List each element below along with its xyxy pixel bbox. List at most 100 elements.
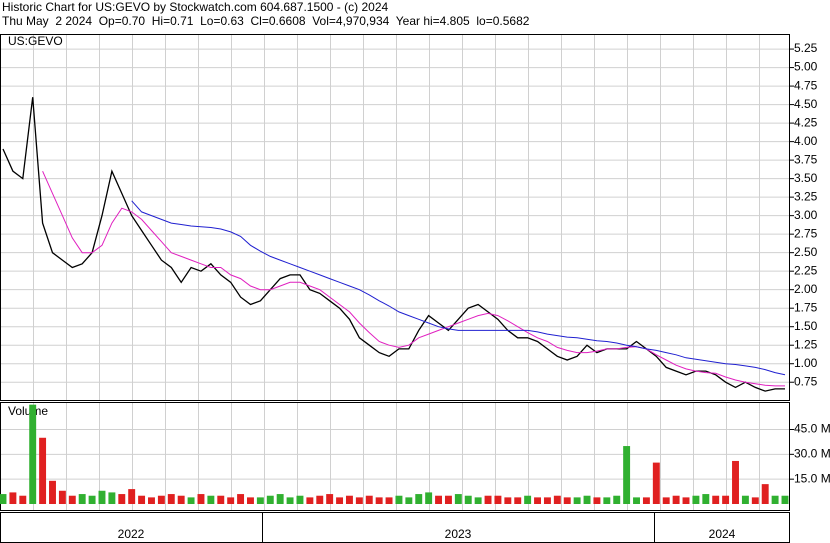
volume-bar [444, 495, 452, 504]
volume-bar [336, 497, 344, 504]
y-tick-label: 2.75 [794, 226, 818, 240]
volume-bar [494, 495, 502, 504]
volume-bar [712, 495, 720, 504]
volume-bar [534, 497, 541, 504]
volume-bar [197, 494, 205, 504]
volume-bar [524, 495, 532, 504]
volume-bar [306, 497, 314, 504]
volume-bar [39, 437, 47, 504]
volume-bar [415, 494, 423, 504]
y-tick-label: 2.00 [794, 282, 818, 296]
volume-bar [19, 495, 27, 504]
volume-bar [563, 497, 571, 504]
volume-bar [543, 497, 551, 504]
volume-bar [464, 495, 472, 504]
volume-bar [345, 495, 353, 504]
y-tick-label: 1.25 [794, 337, 818, 351]
y-tick-label: 3.00 [794, 208, 818, 222]
volume-bar [157, 495, 165, 504]
volume-bar [375, 497, 383, 504]
volume-panel-frame [0, 402, 790, 511]
volume-bar [454, 494, 462, 504]
volume-bar [29, 404, 37, 504]
header-line-1: Historic Chart for US:GEVO by Stockwatch… [2, 0, 388, 14]
header-line-2: Thu May 2 2024 Op=0.70 Hi=0.71 Lo=0.63 C… [2, 14, 530, 28]
volume-bar [702, 494, 710, 504]
y-tick-label: 0.75 [794, 374, 818, 388]
volume-bar [58, 490, 66, 504]
volume-bar [405, 497, 413, 504]
volume-bar [98, 490, 106, 504]
volume-bar [514, 497, 522, 504]
vertical-grid [33, 35, 760, 510]
volume-bar [266, 495, 274, 504]
volume-bar [633, 497, 640, 504]
volume-bar [128, 489, 136, 504]
volume-bar [316, 495, 324, 504]
moving-average [131, 200, 786, 376]
price-line [2, 97, 785, 392]
volume-bar [435, 495, 443, 504]
volume-bar [355, 497, 363, 504]
volume-bar [88, 495, 96, 504]
x-year-label: 2022 [118, 527, 145, 541]
y-tick-label: 3.25 [794, 189, 818, 203]
y-tick-label: 2.50 [794, 245, 818, 259]
y-tick-label: 4.25 [794, 115, 818, 129]
volume-bar [237, 494, 245, 504]
volume-bar [187, 497, 195, 504]
volume-bar [118, 494, 126, 504]
y-tick-label: 4.75 [794, 78, 818, 92]
volume-bar [365, 495, 373, 504]
volume-bar [573, 497, 581, 504]
volume-bar [177, 495, 185, 504]
volume-bar [227, 497, 235, 504]
volume-bar [68, 495, 76, 504]
volume-bar [9, 492, 17, 504]
volume-bar [504, 497, 512, 504]
volume-bar [0, 494, 7, 504]
volume-bar [652, 462, 660, 504]
volume-bar [642, 497, 650, 504]
volume-bar [148, 497, 155, 504]
y-tick-label: 3.75 [794, 152, 818, 166]
y-tick-label: 1.75 [794, 300, 818, 314]
volume-bar [167, 494, 175, 504]
volume-bar [722, 495, 730, 504]
volume-bar [771, 495, 779, 504]
y-tick-label: 1.50 [794, 319, 818, 333]
volume-bar [207, 495, 215, 504]
volume-bar [484, 495, 492, 504]
volume-bar [286, 497, 294, 504]
volume-bar [49, 480, 56, 504]
volume-bar [326, 494, 334, 504]
volume-panel-label: Volume [8, 404, 48, 418]
price-panel-label: US:GEVO [8, 34, 63, 48]
y-tick-label: 2.25 [794, 263, 818, 277]
volume-bar [662, 497, 670, 504]
volume-bar [256, 497, 264, 504]
y-tick-label: 5.25 [794, 41, 818, 55]
volume-bar [732, 460, 739, 504]
moving-average [42, 170, 785, 387]
y-tick-label: 4.50 [794, 97, 818, 111]
volume-bar [672, 495, 680, 504]
price-panel-frame [0, 34, 790, 401]
volume-bar [217, 495, 225, 504]
volume-bar [613, 495, 621, 504]
volume-bar [603, 497, 611, 504]
x-year-label: 2024 [709, 527, 736, 541]
volume-bar [474, 497, 482, 504]
volume-bar [247, 497, 254, 504]
y-tick-label: 3.50 [794, 171, 818, 185]
volume-bar [692, 495, 700, 504]
volume-bar [296, 495, 304, 504]
volume-bar [553, 495, 561, 504]
y-tick-label: 1.00 [794, 356, 818, 370]
y-tick-label: 30.0 M [794, 446, 830, 460]
y-tick-label: 5.00 [794, 60, 818, 74]
volume-bar [108, 492, 116, 504]
volume-bar [623, 446, 631, 504]
volume-bar [138, 495, 146, 504]
